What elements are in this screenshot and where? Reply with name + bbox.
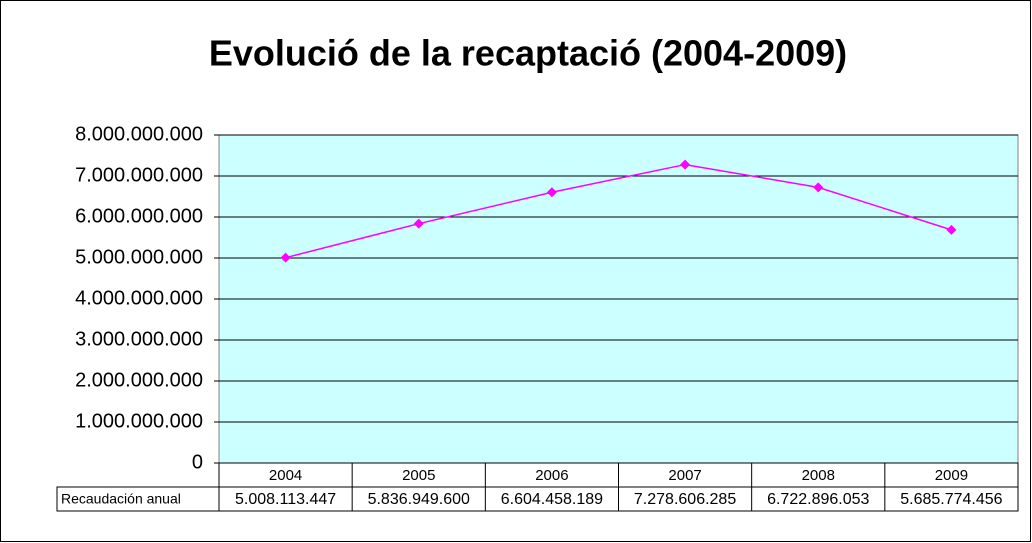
y-tick-label: 0	[192, 451, 203, 473]
series-label: Recaudación anual	[61, 491, 181, 507]
y-tick-label: 4.000.000.000	[75, 287, 203, 309]
y-tick-label: 2.000.000.000	[75, 369, 203, 391]
series-line	[285, 163, 952, 259]
data-point	[546, 187, 557, 198]
x-tick-label: 2008	[802, 467, 835, 484]
table-cell	[56, 486, 1019, 512]
x-tick-label: 2005	[402, 467, 435, 484]
table-value: 6.722.896.053	[767, 491, 869, 508]
table-value: 5.836.949.600	[368, 491, 470, 508]
y-tick-label: 3.000.000.000	[75, 328, 203, 350]
data-point	[946, 224, 957, 235]
data-point	[813, 182, 824, 193]
y-tick-label: 8.000.000.000	[75, 123, 203, 145]
y-tick-label: 6.000.000.000	[75, 205, 203, 227]
table-value: 5.685.774.456	[900, 491, 1002, 508]
y-tick-label: 5.000.000.000	[75, 246, 203, 268]
x-tick-label: 2006	[535, 467, 568, 484]
data-point	[680, 159, 691, 170]
data-point	[413, 218, 424, 229]
y-tick-label: 1.000.000.000	[75, 410, 203, 432]
table-value: 6.604.458.189	[501, 491, 603, 508]
x-tick-label: 2007	[668, 467, 701, 484]
y-tick-label: 7.000.000.000	[75, 164, 203, 186]
x-tick-label: 2009	[935, 467, 968, 484]
data-point	[280, 252, 291, 263]
table-value: 5.008.113.447	[235, 491, 336, 508]
chart-title: Evolució de la recaptació (2004-2009)	[209, 33, 847, 74]
table-value: 7.278.606.285	[634, 491, 736, 508]
x-tick-label: 2004	[269, 467, 302, 484]
